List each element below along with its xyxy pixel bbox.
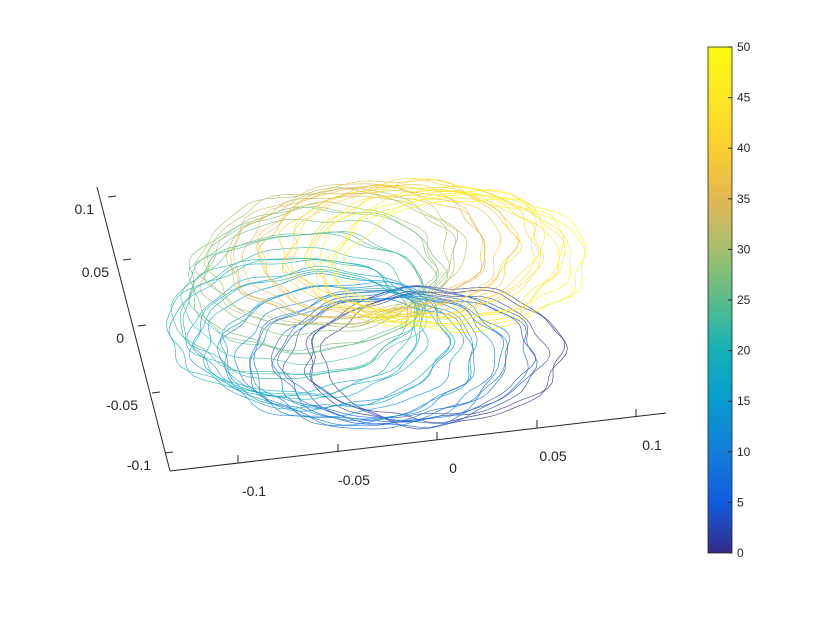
colorbar-tick-label: 5 <box>737 495 744 509</box>
trajectory-loop <box>182 258 409 380</box>
trajectory-loop <box>192 231 422 355</box>
x-tick-label: -0.05 <box>338 472 370 488</box>
trajectory-loop <box>203 187 458 328</box>
trajectory-loop <box>319 190 566 325</box>
trajectory-loop <box>270 296 504 422</box>
z-axis-line <box>96 186 171 472</box>
trajectory-loop <box>222 284 452 409</box>
trajectory-loop <box>203 201 438 326</box>
z-tick-label: 0.05 <box>82 264 109 280</box>
colorbar-tick-label: 35 <box>737 192 751 206</box>
x-tick-label: 0.05 <box>539 448 566 464</box>
trajectory-loop <box>310 191 546 318</box>
trajectory-loop <box>271 285 529 428</box>
trajectory-loop <box>303 188 536 315</box>
x-axis-ticks: -0.1 -0.05 0 0.05 0.1 <box>237 409 662 499</box>
colorbar-tick-label: 40 <box>737 141 751 155</box>
trajectory-loop <box>166 258 417 395</box>
z-tick-label: 0.1 <box>75 201 95 217</box>
trajectory-loop <box>257 179 520 323</box>
colorbar-tick-label: 50 <box>737 40 751 54</box>
colorbar-tick-label: 10 <box>737 445 751 459</box>
colorbar-tick-label: 0 <box>737 546 744 560</box>
trajectory-loop <box>278 184 519 315</box>
colorbar-tick-label: 30 <box>737 242 751 256</box>
colorbar-tick-label: 25 <box>737 293 751 307</box>
trajectory-loop <box>170 233 427 376</box>
colorbar-tick-label: 15 <box>737 394 751 408</box>
z-tick-mark <box>151 391 161 394</box>
trajectory-loop <box>331 193 571 325</box>
z-tick-label: 0 <box>116 330 124 346</box>
trajectory-loop <box>249 298 475 420</box>
z-tick-mark <box>122 258 132 261</box>
trajectory-loop <box>199 206 439 337</box>
x-tick-label: 0 <box>449 460 457 476</box>
x-tick-label: -0.1 <box>242 483 266 499</box>
z-tick-mark <box>107 195 117 198</box>
trajectory-loop <box>305 285 568 430</box>
z-tick-mark <box>137 324 147 327</box>
z-axis-ticks: -0.1 -0.05 0 0.05 0.1 <box>75 195 174 473</box>
trajectory-loop <box>192 270 429 398</box>
trajectory-loop <box>225 195 456 319</box>
trajectory-loop <box>327 189 587 334</box>
trajectory-loop <box>304 293 536 419</box>
trajectory-loop <box>257 190 483 313</box>
z-tick-label: -0.1 <box>127 457 151 473</box>
trajectory-loop <box>277 295 510 422</box>
colorbar-tick-label: 45 <box>737 91 751 105</box>
trajectory-loop <box>343 198 586 330</box>
z-tick-label: -0.05 <box>106 397 138 413</box>
trajectory-loop <box>335 197 560 318</box>
trajectory-loop <box>253 290 509 430</box>
trajectory-loop <box>179 247 415 375</box>
x-axis-line <box>169 412 667 472</box>
colorbar: 0 5 10 15 20 25 30 35 40 45 50 <box>707 40 751 560</box>
plot-area: -0.1 -0.05 0 0.05 0.1 -0.1 -0.05 0 0.05 0.1 <box>75 177 667 499</box>
trajectory-loop <box>180 231 424 366</box>
trajectory-loop <box>290 184 523 310</box>
trajectory-loop <box>309 290 551 423</box>
colorbar-ticks: 0 5 10 15 20 25 30 35 40 45 50 <box>728 40 751 560</box>
x-tick-label: 0.1 <box>642 437 662 453</box>
trajectory-loop <box>307 186 565 327</box>
colorbar-tick-label: 20 <box>737 344 751 358</box>
trajectory-loop <box>242 185 486 319</box>
z-tick-mark <box>164 451 174 454</box>
trajectory-loops <box>166 177 587 430</box>
